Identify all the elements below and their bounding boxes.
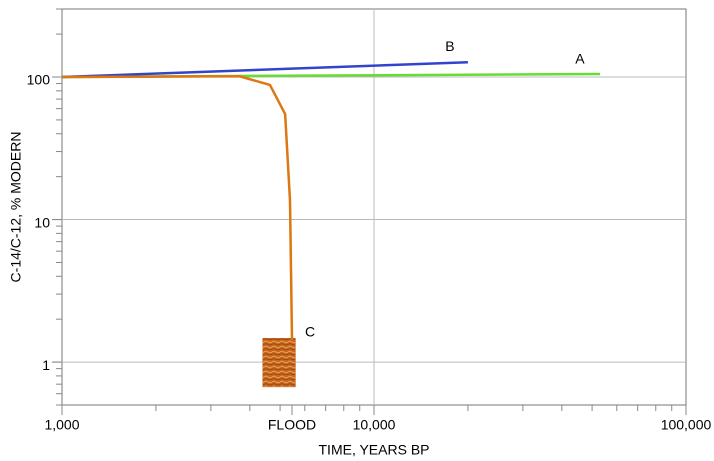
series-label: B — [445, 38, 454, 54]
flood-box — [262, 337, 296, 388]
series-label: C — [305, 324, 315, 340]
y-tick-label: 10 — [34, 214, 50, 230]
series-line — [61, 60, 468, 79]
x-tick-label: 100,000 — [661, 417, 712, 433]
x-axis-label: TIME, YEARS BP — [319, 442, 430, 458]
y-axis-label: C-14/C-12, % MODERN — [8, 132, 24, 283]
y-tick-label: 100 — [27, 72, 51, 88]
y-tick-label: 1 — [42, 357, 50, 373]
series-line — [61, 75, 294, 340]
x-tick-label: 1,000 — [44, 417, 79, 433]
series-label: A — [575, 51, 585, 67]
x-tick-label: 10,000 — [353, 417, 396, 433]
x-tick-label: FLOOD — [268, 417, 316, 433]
